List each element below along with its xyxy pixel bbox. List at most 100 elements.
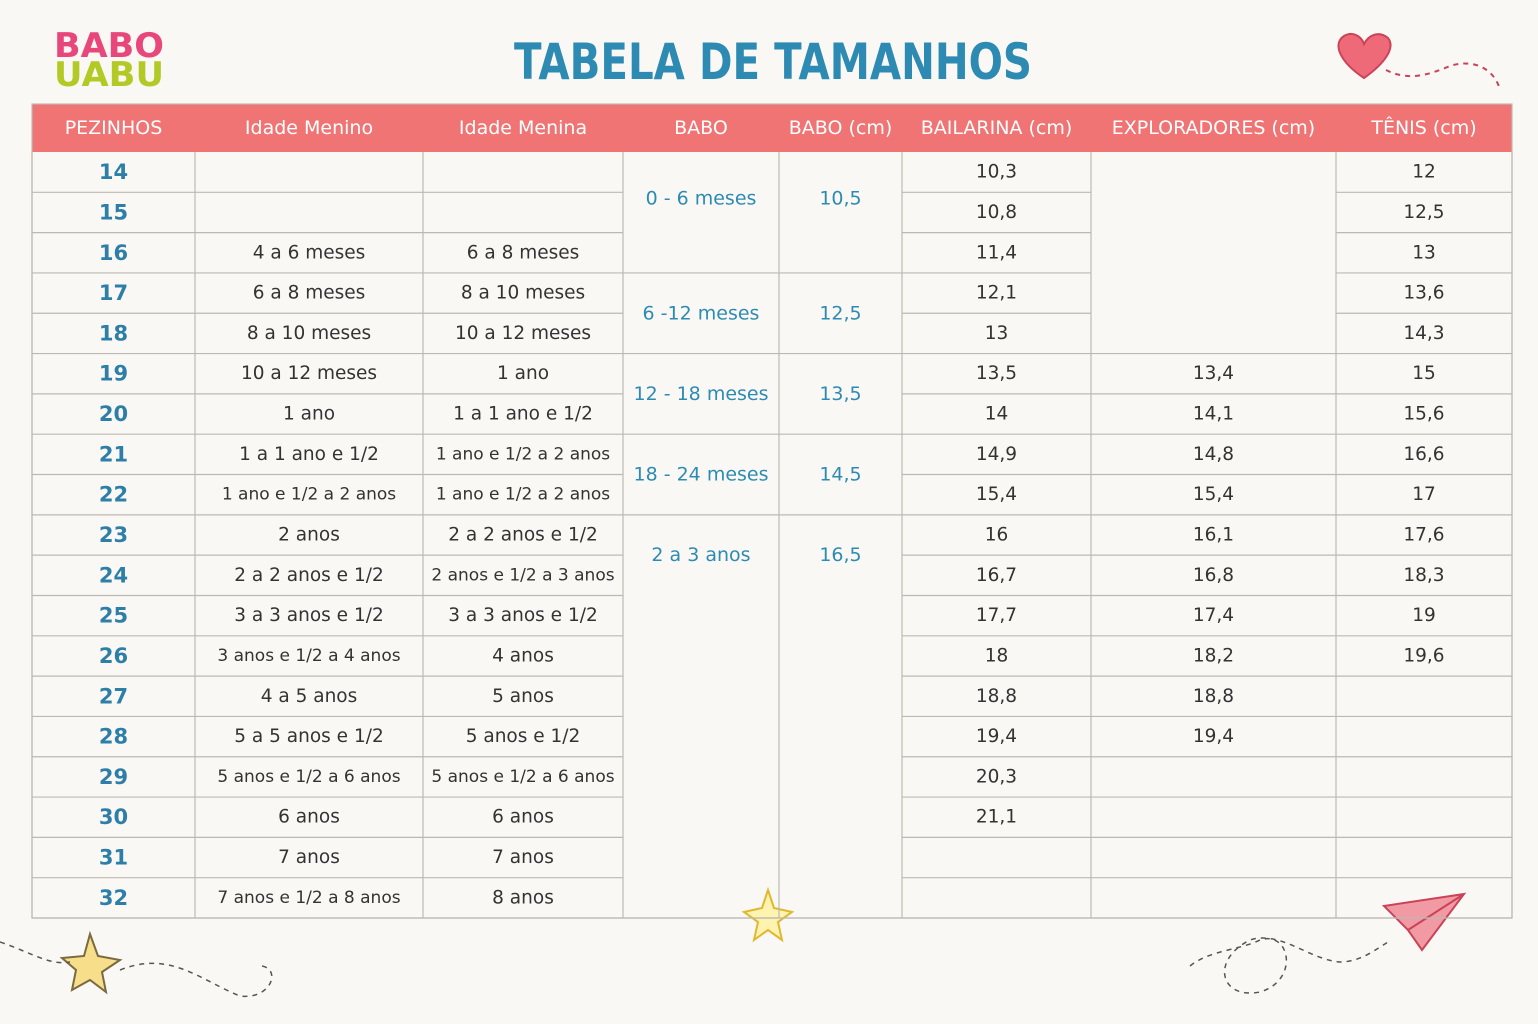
table-cell: 17 (1412, 484, 1436, 505)
table-cell: 5 a 5 anos e 1/2 (234, 726, 383, 747)
size-cell: 25 (99, 604, 128, 628)
table-cell: 1 ano (497, 363, 549, 384)
dashed-trail (1189, 937, 1389, 994)
babo-age-cell: 12 - 18 meses (633, 383, 768, 405)
table-cell: 14 (985, 404, 1009, 425)
table-cell: 1 ano e 1/2 a 2 anos (436, 485, 610, 505)
babo-cm-cell: 13,5 (819, 383, 861, 405)
table-cell: 14,3 (1403, 323, 1444, 344)
table-cell: 6 a 8 meses (253, 283, 366, 304)
size-cell: 24 (99, 563, 128, 587)
size-cell: 26 (99, 644, 128, 668)
table-cell: 13 (1412, 242, 1436, 263)
table-cell: 7 anos (278, 847, 340, 868)
size-cell: 17 (99, 281, 128, 305)
logo-line: BABO (54, 26, 164, 66)
size-cell: 18 (99, 321, 128, 345)
table-cell: 11,4 (976, 242, 1017, 263)
table-cell: 3 a 3 anos e 1/2 (448, 605, 597, 626)
size-cell: 21 (99, 442, 128, 466)
table-cell: 20,3 (976, 766, 1017, 787)
size-cell: 15 (99, 200, 128, 224)
table-cell: 10 a 12 meses (455, 323, 591, 344)
column-header: BAILARINA (cm) (921, 117, 1073, 139)
table-cell: 18,3 (1403, 565, 1444, 586)
table-cell: 18,2 (1193, 645, 1234, 666)
table-cell: 16 (985, 525, 1009, 546)
table-cell: 13,6 (1403, 283, 1444, 304)
table-cell: 15,4 (976, 484, 1017, 505)
star-icon (59, 930, 123, 995)
table-cell: 16,8 (1193, 565, 1234, 586)
table-cell: 6 anos (492, 807, 554, 828)
table-cell: 19,4 (976, 726, 1017, 747)
table-cell: 15,4 (1193, 484, 1234, 505)
table-cell: 8 anos (492, 887, 554, 908)
heart-icon (1337, 32, 1392, 80)
table-cell: 5 anos e 1/2 a 6 anos (217, 767, 400, 787)
table-cell: 7 anos e 1/2 a 8 anos (217, 888, 400, 908)
table-cell: 5 anos (492, 686, 554, 707)
table-cell: 19,4 (1193, 726, 1234, 747)
table-border (31, 103, 1513, 919)
table-cell: 7 anos (492, 847, 554, 868)
column-header: PEZINHOS (65, 117, 163, 139)
table-cell: 1 ano e 1/2 a 2 anos (222, 485, 396, 505)
table-cell: 17,6 (1403, 525, 1444, 546)
table-cell: 6 anos (278, 807, 340, 828)
table-cell: 4 anos (492, 645, 554, 666)
paper-plane-icon (1381, 892, 1467, 952)
table-cell: 5 anos e 1/2 (466, 726, 581, 747)
table-cell: 2 a 2 anos e 1/2 (234, 565, 383, 586)
header-row (32, 104, 1512, 152)
table-cell: 5 anos e 1/2 a 6 anos (431, 767, 614, 787)
table-cell: 13,5 (976, 363, 1017, 384)
table-cell: 2 anos (278, 525, 340, 546)
table-cell: 16,7 (976, 565, 1017, 586)
babo-cm-cell: 16,5 (819, 544, 861, 566)
table-cell: 8 a 10 meses (247, 323, 371, 344)
size-cell: 32 (99, 886, 128, 910)
table-cell: 10,8 (976, 202, 1017, 223)
table-cell: 16,1 (1193, 525, 1234, 546)
babo-cm-cell: 14,5 (819, 464, 861, 486)
size-cell: 28 (99, 725, 128, 749)
column-header: EXPLORADORES (cm) (1112, 117, 1315, 139)
table-cell: 8 a 10 meses (461, 283, 585, 304)
babo-cm-cell: 10,5 (819, 187, 861, 209)
size-cell: 23 (99, 523, 128, 547)
table-cell: 14,8 (1193, 444, 1234, 465)
logo-line: UABU (54, 55, 164, 95)
babo-age-cell: 2 a 3 anos (651, 544, 750, 566)
table-cell: 4 a 6 meses (253, 242, 366, 263)
size-cell: 29 (99, 765, 128, 789)
size-cell: 20 (99, 402, 128, 426)
column-header: Idade Menino (245, 117, 373, 139)
dashed-trail (0, 941, 273, 997)
table-cell: 1 a 1 ano e 1/2 (239, 444, 379, 465)
table-cell: 4 a 5 anos (261, 686, 358, 707)
table-cell: 12,5 (1403, 202, 1444, 223)
table-cell: 1 a 1 ano e 1/2 (453, 404, 593, 425)
size-cell: 16 (99, 241, 128, 265)
table-cell: 3 a 3 anos e 1/2 (234, 605, 383, 626)
size-cell: 30 (99, 805, 128, 829)
column-header: Idade Menina (459, 117, 587, 139)
table-cell: 2 anos e 1/2 a 3 anos (431, 565, 614, 585)
size-table: PEZINHOS Idade Menino Idade Menina BABO BABO… (31, 103, 1513, 919)
babo-cm-cell: 12,5 (819, 302, 861, 324)
table-cell: 1 ano (283, 404, 335, 425)
babo-age-cell: 6 -12 meses (643, 302, 760, 324)
table-cell: 16,6 (1403, 444, 1444, 465)
column-header: TÊNIS (cm) (1370, 116, 1476, 139)
size-cell: 14 (99, 160, 128, 184)
table-cell: 3 anos e 1/2 a 4 anos (217, 646, 400, 666)
page-title: TABELA DE TAMANHOS (514, 33, 1032, 91)
table-cell: 10,3 (976, 162, 1017, 183)
table-cell: 1 ano e 1/2 a 2 anos (436, 444, 610, 464)
table-cell: 2 a 2 anos e 1/2 (448, 525, 597, 546)
table-cell: 12,1 (976, 283, 1017, 304)
star-icon (741, 886, 795, 943)
